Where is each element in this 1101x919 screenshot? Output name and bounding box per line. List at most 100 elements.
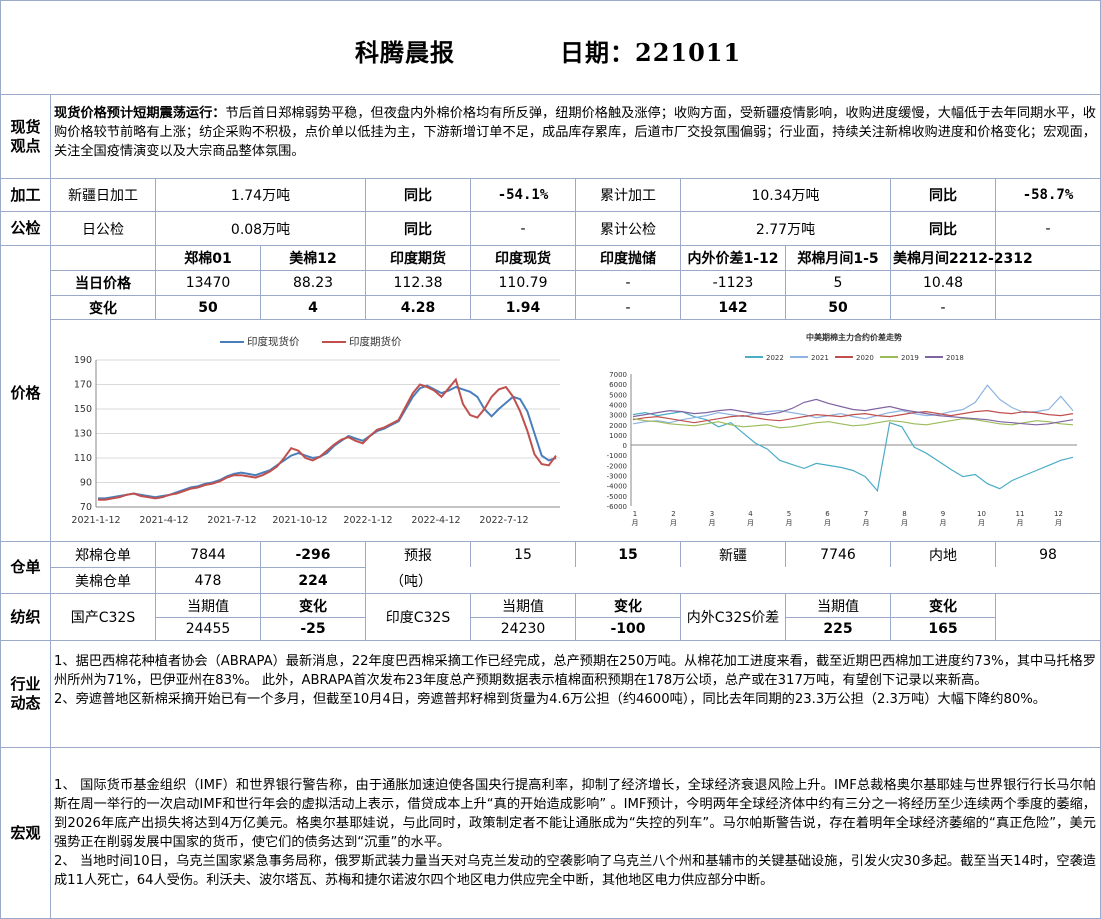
price-change-0: 50 — [198, 299, 218, 316]
y-tick-label: 110 — [74, 453, 92, 464]
price-change-2: 4.28 — [400, 299, 436, 316]
processing-cum-yoy-label: 同比 — [929, 188, 957, 204]
x-tick-label: 2022-7-12 — [479, 515, 528, 526]
textile-spread-chg-label: 变化 — [929, 598, 957, 615]
x-tick-label: 2022-4-12 — [411, 515, 460, 526]
spot-view-label: 现货 观点 — [10, 117, 41, 155]
x-tick-label: 月 — [786, 519, 793, 527]
x-tick-label: 2021-1-12 — [71, 515, 120, 526]
x-tick-label: 月 — [978, 519, 985, 527]
textile-ind-cur-label: 当期值 — [502, 598, 544, 615]
series-line — [632, 410, 1074, 493]
y-tick-label: 5000 — [609, 391, 627, 399]
industry-text: 1、据巴西棉花种植者协会（ABRAPA）最新消息，22年度巴西棉采摘工作已经完成… — [54, 652, 1096, 709]
warehouse-us-value: 478 — [194, 572, 222, 589]
spot-view-lead: 现货价格预计短期震荡运行： — [54, 106, 226, 121]
x-tick-label: 12 — [1054, 510, 1063, 518]
chart-title: 中美期棉主力合约价差走势 — [806, 332, 902, 342]
processing-daily-label: 新疆日加工 — [68, 188, 138, 204]
report-date: 日期：221011 — [560, 38, 742, 67]
price-today-label: 当日价格 — [75, 276, 131, 292]
price-change-6: 50 — [828, 299, 848, 316]
legend-entry: 2019 — [901, 354, 919, 362]
textile-ind-chg-label: 变化 — [614, 598, 642, 615]
processing-yoy-value: -54.1% — [497, 187, 549, 203]
x-tick-label: 2021-10-12 — [272, 515, 327, 526]
legend-entry: 印度现货价 — [247, 335, 300, 348]
x-tick-label: 月 — [632, 519, 639, 527]
price-today-1: 88.23 — [292, 275, 334, 291]
x-tick-label: 月 — [863, 519, 870, 527]
legend-entry: 印度期货价 — [349, 335, 402, 348]
india-price-chart: 70 90 110 130 150 170 190 2021-1-12 2021-4-12 202… — [71, 335, 560, 526]
x-tick-label: 10 — [977, 510, 986, 518]
industry-paragraph-2: 2、旁遮普地区新棉采摘开始已有一个多月，但截至10月4日，旁遮普邦籽棉到货量为4… — [54, 692, 1046, 707]
series-line — [632, 409, 1074, 424]
inspection-cum-yoy-value: - — [1045, 220, 1051, 237]
x-tick-label: 11 — [1016, 510, 1025, 518]
y-tick-label: 70 — [80, 502, 92, 513]
legend-entry: 2020 — [856, 354, 874, 362]
price-header-6: 郑棉月间1-5 — [797, 251, 879, 267]
x-tick-label: 2022-1-12 — [343, 515, 392, 526]
spot-view-body: 节后首日郑棉弱势平稳，但夜盘内外棉价格均有所反弹，纽期价格触及涨停；收购方面，受… — [54, 106, 1096, 159]
macro-label: 宏观 — [10, 823, 41, 842]
price-change-1: 4 — [308, 299, 318, 316]
x-tick-label: 7 — [864, 510, 868, 518]
price-label: 价格 — [10, 384, 41, 402]
warehouse-unit: （吨） — [390, 573, 432, 590]
textile-ind-value: 24230 — [500, 621, 546, 637]
warehouse-us-label: 美棉仓单 — [75, 573, 131, 590]
macro-paragraph-2: 2、 当地时间10日，乌克兰国家紧急事务局称，俄罗斯武装力量当天对乌克兰发动的空… — [54, 854, 1096, 888]
x-tick-label: 8 — [902, 510, 906, 518]
inspection-cum-label: 累计公检 — [600, 221, 656, 238]
textile-dom-cur-label: 当期值 — [187, 598, 229, 615]
textile-label: 纺织 — [10, 607, 41, 626]
inspection-yoy-value: - — [520, 220, 526, 237]
x-tick-label: 月 — [747, 519, 754, 527]
price-change-5: 142 — [718, 299, 748, 316]
y-tick-label: 0 — [623, 442, 627, 450]
x-tick-label: 2021-7-12 — [207, 515, 256, 526]
price-today-4: - — [625, 275, 631, 291]
x-tick-label: 1 — [633, 510, 637, 518]
textile-spread-label: 内外C32S价差 — [686, 610, 780, 626]
spread-chart: 中美期棉主力合约价差走势 -6000 -5000 -4000 -3000 -2000 -10… — [607, 332, 1077, 527]
warehouse-us-change: 224 — [298, 572, 328, 589]
warehouse-zheng-label: 郑棉仓单 — [75, 547, 131, 564]
warehouse-xinjiang-label: 新疆 — [719, 547, 747, 564]
x-tick-label: 月 — [1017, 519, 1024, 527]
warehouse-forecast-value: 15 — [514, 546, 532, 563]
warehouse-label: 仓单 — [10, 558, 41, 576]
warehouse-inland-label: 内地 — [929, 547, 957, 564]
y-tick-label: 190 — [74, 355, 92, 366]
textile-dom-change: -25 — [300, 621, 326, 637]
legend-entry: 2022 — [766, 354, 784, 362]
y-tick-label: -2000 — [607, 462, 627, 470]
y-tick-label: 170 — [74, 380, 92, 391]
y-tick-label: 7000 — [609, 371, 627, 379]
price-change-4: - — [625, 299, 631, 316]
series-line — [632, 384, 1074, 425]
x-tick-label: 2021-4-12 — [139, 515, 188, 526]
series-line — [632, 398, 1074, 426]
y-tick-label: 90 — [80, 478, 92, 489]
y-tick-label: -5000 — [607, 493, 627, 501]
y-tick-label: 3000 — [609, 412, 627, 420]
series-line — [98, 377, 557, 501]
textile-dom-value: 24455 — [185, 621, 231, 637]
warehouse-forecast-label: 预报 — [404, 547, 432, 564]
price-today-3: 110.79 — [498, 275, 548, 291]
x-tick-label: 月 — [670, 519, 677, 527]
price-header-5: 内外价差1-12 — [687, 251, 779, 267]
x-tick-label: 2 — [671, 510, 675, 518]
textile-spread-value: 225 — [823, 621, 853, 637]
y-tick-label: -6000 — [607, 503, 627, 511]
price-change-3: 1.94 — [505, 299, 541, 316]
report-title: 科腾晨报 — [355, 38, 455, 67]
x-tick-label: 4 — [748, 510, 753, 518]
y-tick-label: 4000 — [609, 401, 627, 409]
processing-cum-value: 10.34万吨 — [751, 188, 820, 204]
industry-paragraph-1: 1、据巴西棉花种植者协会（ABRAPA）最新消息，22年度巴西棉采摘工作已经完成… — [54, 654, 1096, 688]
x-tick-label: 月 — [1055, 519, 1062, 527]
